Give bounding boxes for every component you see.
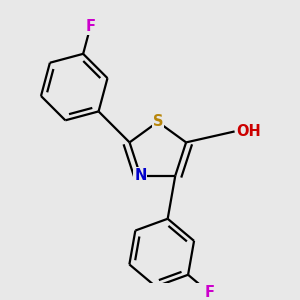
Text: F: F (85, 19, 95, 34)
Text: N: N (134, 168, 146, 183)
Text: F: F (205, 285, 214, 300)
Text: OH: OH (236, 124, 261, 139)
Text: S: S (153, 114, 163, 129)
